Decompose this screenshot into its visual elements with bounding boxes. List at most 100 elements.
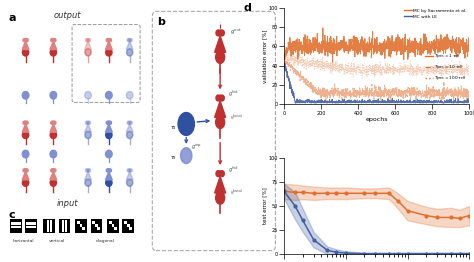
- Text: $\tau_I$: $\tau_I$: [170, 124, 177, 132]
- Bar: [91, 219, 102, 233]
- Legend: $T_{\rm pres} = 1\,\tau_{\rm eff}$, $T_{\rm pres} = 10\,\tau_{\rm eff}$, $T_{\rm: $T_{\rm pres} = 1\,\tau_{\rm eff}$, $T_{…: [424, 52, 467, 84]
- Text: $g^{\rm basal}$: $g^{\rm basal}$: [230, 188, 243, 198]
- Circle shape: [51, 169, 54, 172]
- Circle shape: [85, 169, 88, 172]
- Circle shape: [22, 91, 29, 99]
- Bar: [95, 224, 98, 227]
- Polygon shape: [85, 172, 91, 180]
- Text: output: output: [54, 11, 81, 20]
- Bar: [46, 220, 49, 232]
- Bar: [10, 226, 21, 228]
- Circle shape: [127, 39, 130, 42]
- Circle shape: [24, 39, 27, 42]
- Circle shape: [50, 131, 56, 139]
- Bar: [43, 219, 55, 233]
- Circle shape: [26, 39, 28, 42]
- Circle shape: [109, 121, 111, 124]
- Bar: [82, 227, 85, 230]
- Circle shape: [127, 179, 133, 186]
- Circle shape: [24, 121, 27, 124]
- Circle shape: [87, 169, 90, 172]
- Circle shape: [22, 179, 29, 186]
- Circle shape: [106, 39, 109, 42]
- Polygon shape: [22, 124, 29, 132]
- Circle shape: [85, 121, 88, 124]
- Circle shape: [106, 131, 112, 139]
- Circle shape: [129, 121, 132, 124]
- Bar: [65, 220, 67, 232]
- Text: a: a: [9, 13, 17, 23]
- Circle shape: [106, 49, 112, 56]
- Circle shape: [52, 121, 55, 124]
- Circle shape: [85, 49, 91, 56]
- Bar: [112, 224, 114, 227]
- Bar: [75, 219, 87, 233]
- Circle shape: [22, 150, 29, 158]
- Bar: [62, 220, 64, 232]
- Circle shape: [129, 169, 132, 172]
- Polygon shape: [85, 124, 91, 132]
- Circle shape: [85, 131, 91, 139]
- Bar: [127, 224, 130, 227]
- Circle shape: [127, 131, 133, 139]
- Circle shape: [216, 171, 220, 177]
- Text: input: input: [56, 199, 78, 208]
- Bar: [26, 226, 36, 228]
- Polygon shape: [126, 172, 133, 180]
- Circle shape: [87, 121, 90, 124]
- Circle shape: [88, 121, 91, 124]
- Circle shape: [52, 169, 55, 172]
- Bar: [59, 219, 70, 233]
- Bar: [122, 219, 134, 233]
- Circle shape: [53, 39, 56, 42]
- Bar: [124, 221, 127, 224]
- Circle shape: [23, 39, 26, 42]
- Text: $g^{\rm out}$: $g^{\rm out}$: [230, 27, 242, 37]
- Y-axis label: validation error [%]: validation error [%]: [262, 29, 267, 83]
- Polygon shape: [215, 36, 226, 52]
- Circle shape: [26, 169, 28, 172]
- Bar: [80, 224, 82, 227]
- Polygon shape: [105, 124, 112, 132]
- Circle shape: [88, 39, 91, 42]
- Bar: [50, 220, 52, 232]
- Text: $\tau_I$: $\tau_I$: [170, 154, 177, 162]
- Circle shape: [52, 39, 55, 42]
- Circle shape: [218, 95, 222, 101]
- Polygon shape: [50, 124, 57, 132]
- Circle shape: [108, 121, 110, 124]
- Circle shape: [106, 150, 112, 158]
- Bar: [129, 227, 132, 230]
- Circle shape: [23, 121, 26, 124]
- Circle shape: [127, 49, 133, 56]
- Circle shape: [23, 169, 26, 172]
- Y-axis label: test error [%]: test error [%]: [262, 188, 267, 224]
- Polygon shape: [126, 124, 133, 132]
- Circle shape: [106, 91, 112, 99]
- Polygon shape: [215, 101, 226, 117]
- Circle shape: [216, 116, 225, 128]
- Circle shape: [220, 171, 224, 177]
- Text: $g^{\rm basal}$: $g^{\rm basal}$: [230, 112, 243, 123]
- Text: diagonal: diagonal: [95, 239, 114, 243]
- Circle shape: [88, 169, 91, 172]
- Circle shape: [181, 148, 192, 163]
- Circle shape: [178, 113, 194, 135]
- Circle shape: [85, 39, 88, 42]
- Circle shape: [109, 169, 111, 172]
- Circle shape: [128, 169, 131, 172]
- Bar: [77, 221, 80, 224]
- Circle shape: [51, 39, 54, 42]
- Circle shape: [50, 179, 56, 186]
- Circle shape: [85, 179, 91, 186]
- Circle shape: [216, 30, 220, 36]
- Text: c: c: [9, 210, 16, 220]
- Bar: [98, 227, 100, 230]
- Bar: [109, 221, 112, 224]
- Text: vertical: vertical: [49, 239, 65, 243]
- Polygon shape: [50, 172, 57, 180]
- Circle shape: [53, 169, 56, 172]
- Circle shape: [127, 91, 133, 99]
- Circle shape: [87, 39, 90, 42]
- Circle shape: [51, 121, 54, 124]
